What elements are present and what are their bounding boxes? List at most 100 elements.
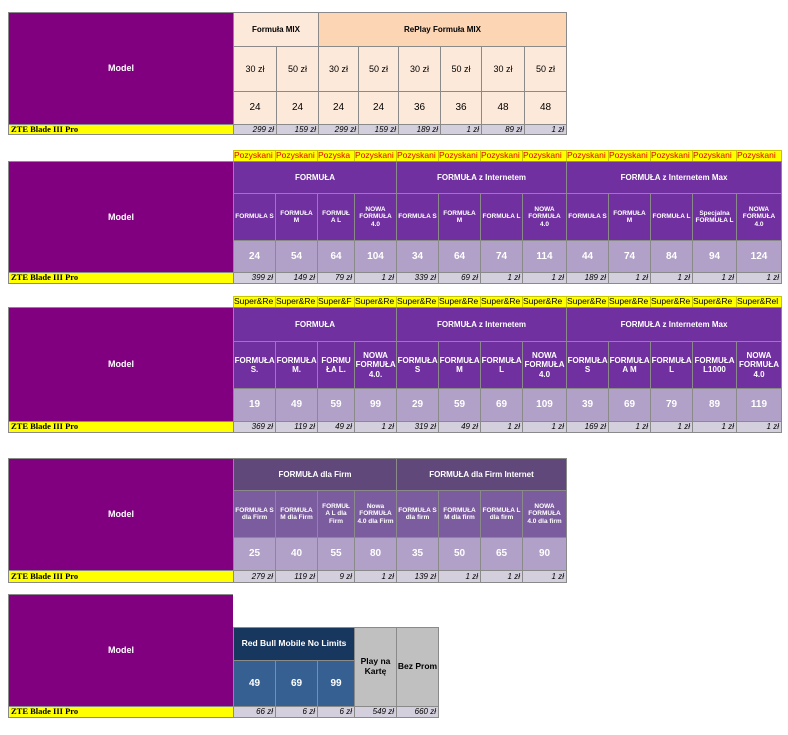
plan-value: 35 <box>396 537 439 571</box>
plan-name: FORMUŁA S <box>566 193 609 241</box>
plan-name: 30 zł <box>398 46 441 92</box>
plan-name: 50 zł <box>358 46 399 92</box>
plan-name: FORMUŁA L1000 <box>692 341 737 389</box>
price: 1 zł <box>692 421 737 433</box>
plan-name: NOWA FORMUŁA 4.0. <box>354 341 397 389</box>
price: 6 zł <box>317 706 355 718</box>
row-label: ZTE Blade III Pro <box>8 570 234 583</box>
plan-name: NOWA FORMUŁA 4.0 dla firm <box>522 490 567 538</box>
price: 169 zł <box>566 421 609 433</box>
plan-name: FORMUŁA M <box>438 341 481 389</box>
plan-name: 50 zł <box>276 46 319 92</box>
price: 1 zł <box>650 421 693 433</box>
plan-name: FORMUŁA L <box>480 341 523 389</box>
plan-value: 69 <box>480 388 523 422</box>
plan-value: 114 <box>522 240 567 273</box>
price: 119 zł <box>275 570 318 583</box>
price: 299 zł <box>233 124 277 135</box>
row-label: ZTE Blade III Pro <box>8 272 234 284</box>
plan-name: FORMUŁA S dla Firm <box>233 490 276 538</box>
plan-value: 104 <box>354 240 397 273</box>
price: 49 zł <box>438 421 481 433</box>
price: 549 zł <box>354 706 397 718</box>
plan-name: FORMUŁA M dla firm <box>438 490 481 538</box>
plan-value: 119 <box>736 388 782 422</box>
plan-name: NOWA FORMUŁA 4.0 <box>736 341 782 389</box>
plan-name: FORMUŁA L <box>480 193 523 241</box>
price: 1 zł <box>354 421 397 433</box>
row-label: ZTE Blade III Pro <box>8 124 234 135</box>
price: 1 zł <box>736 272 782 284</box>
plan-value: 65 <box>480 537 523 571</box>
plan-name: FORMUŁA L <box>650 341 693 389</box>
group-header: FORMUŁA dla Firm Internet <box>396 458 567 491</box>
plan-value: 49 <box>233 660 276 707</box>
price: 66 zł <box>233 706 276 718</box>
plan-name: FORMUŁA M <box>608 193 651 241</box>
plan-value: 59 <box>438 388 481 422</box>
model-header: Model <box>8 594 234 707</box>
plan-name: FORMUŁA L dla firm <box>480 490 523 538</box>
price: 1 zł <box>692 272 737 284</box>
plan-name: FORMUŁA M <box>438 193 481 241</box>
plan-value: 24 <box>318 91 359 125</box>
plan-name: FORMUŁ A L <box>317 193 355 241</box>
plan-value: 25 <box>233 537 276 571</box>
plan-value: 19 <box>233 388 276 422</box>
price: 9 zł <box>317 570 355 583</box>
plan-value: 39 <box>566 388 609 422</box>
row-label: ZTE Blade III Pro <box>8 706 234 718</box>
plan-name: Specjalna FORMUŁA L <box>692 193 737 241</box>
price: 49 zł <box>317 421 355 433</box>
plan-name: 30 zł <box>233 46 277 92</box>
price: 1 zł <box>440 124 482 135</box>
plan-value: 29 <box>396 388 439 422</box>
plan-value: 99 <box>317 660 355 707</box>
group-header: FORMUŁA <box>233 307 397 342</box>
group-header: FORMUŁA dla Firm <box>233 458 397 491</box>
plan-name: FORMUŁA M <box>275 193 318 241</box>
price: 89 zł <box>481 124 525 135</box>
plan-name: FORMU ŁA L. <box>317 341 355 389</box>
plan-value: 94 <box>692 240 737 273</box>
plan-name: Nowa FORMUŁA 4.0 dla Firm <box>354 490 397 538</box>
plan-value: 36 <box>398 91 441 125</box>
model-header: Model <box>8 458 234 571</box>
plan-value: 69 <box>608 388 651 422</box>
price: 149 zł <box>275 272 318 284</box>
model-header: Model <box>8 12 234 125</box>
price: 6 zł <box>275 706 318 718</box>
plan-value: 109 <box>522 388 567 422</box>
plan-name: FORMUŁA S <box>396 341 439 389</box>
plan-value: 64 <box>317 240 355 273</box>
group-header: FORMUŁA <box>233 161 397 194</box>
plan-value: 99 <box>354 388 397 422</box>
group-header: Play na Kartę <box>354 627 397 707</box>
price: 1 zł <box>480 570 523 583</box>
plan-value: 79 <box>650 388 693 422</box>
plan-value: 36 <box>440 91 482 125</box>
price: 299 zł <box>318 124 359 135</box>
price: 1 zł <box>522 272 567 284</box>
plan-name: FORMUŁ A L dla Firm <box>317 490 355 538</box>
group-header: FORMUŁA z Internetem <box>396 161 567 194</box>
plan-value: 34 <box>396 240 439 273</box>
plan-value: 84 <box>650 240 693 273</box>
plan-value: 40 <box>275 537 318 571</box>
price: 159 zł <box>276 124 319 135</box>
group-header: RePlay Formuła MIX <box>318 12 567 47</box>
plan-name: FORMUŁA L <box>650 193 693 241</box>
plan-value: 48 <box>524 91 567 125</box>
group-header: FORMUŁA z Internetem <box>396 307 567 342</box>
price: 1 zł <box>608 421 651 433</box>
price: 159 zł <box>358 124 399 135</box>
plan-value: 49 <box>275 388 318 422</box>
plan-name: FORMUŁA S dla firm <box>396 490 439 538</box>
price: 1 zł <box>522 421 567 433</box>
price: 1 zł <box>480 421 523 433</box>
price: 1 zł <box>650 272 693 284</box>
plan-name: FORMUŁA S <box>396 193 439 241</box>
plan-value: 48 <box>481 91 525 125</box>
price: 339 zł <box>396 272 439 284</box>
plan-name: 30 zł <box>481 46 525 92</box>
